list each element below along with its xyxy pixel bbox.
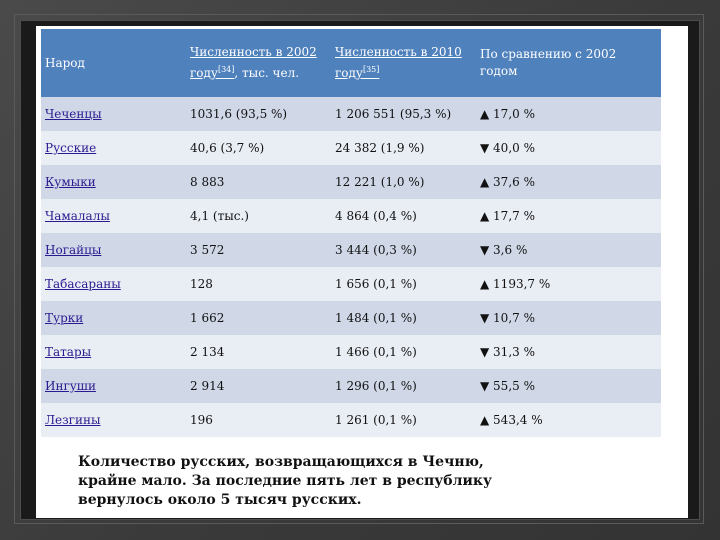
cell-2002: 8 883: [186, 165, 331, 199]
cell-change: ▼ 55,5 %: [476, 369, 661, 403]
table-row: Турки 1 662 1 484 (0,1 %) ▼ 10,7 %: [41, 301, 661, 335]
cell-change: ▲ 543,4 %: [476, 403, 661, 437]
cell-people: Турки: [41, 301, 186, 335]
slide-caption: Количество русских, возвращающихся в Чеч…: [78, 454, 492, 508]
people-link[interactable]: Табасараны: [45, 277, 121, 291]
table-row: Кумыки 8 883 12 221 (1,0 %) ▲ 37,6 %: [41, 165, 661, 199]
cell-people: Кумыки: [41, 165, 186, 199]
table-row: Русские 40,6 (3,7 %) 24 382 (1,9 %) ▼ 40…: [41, 131, 661, 165]
cell-change: ▼ 3,6 %: [476, 233, 661, 267]
cell-people: Ингуши: [41, 369, 186, 403]
table-row: Табасараны 128 1 656 (0,1 %) ▲ 1193,7 %: [41, 267, 661, 301]
header-people-label: Народ: [45, 55, 85, 70]
table-row: Ногайцы 3 572 3 444 (0,3 %) ▼ 3,6 %: [41, 233, 661, 267]
cell-2002: 4,1 (тыс.): [186, 199, 331, 233]
slide-frame: [14, 14, 704, 524]
cell-2010: 1 656 (0,1 %): [331, 267, 476, 301]
table-row: Чамалалы 4,1 (тыс.) 4 864 (0,4 %) ▲ 17,7…: [41, 199, 661, 233]
cell-2010: 1 206 551 (95,3 %): [331, 97, 476, 131]
table-row: Ингуши 2 914 1 296 (0,1 %) ▼ 55,5 %: [41, 369, 661, 403]
cell-2010: 12 221 (1,0 %): [331, 165, 476, 199]
header-population-2002: Численность в 2002 году[34], тыс. чел.: [186, 29, 331, 97]
people-link[interactable]: Русские: [45, 141, 97, 155]
cell-2010: 1 261 (0,1 %): [331, 403, 476, 437]
people-link[interactable]: Ингуши: [45, 379, 96, 393]
header-2010-label: Численность в 2010 году: [335, 45, 462, 80]
header-2002-label: Численность в 2002 году: [190, 45, 317, 80]
cell-2010: 3 444 (0,3 %): [331, 233, 476, 267]
table-row: Чеченцы 1031,6 (93,5 %) 1 206 551 (95,3 …: [41, 97, 661, 131]
cell-2002: 1 662: [186, 301, 331, 335]
people-link[interactable]: Кумыки: [45, 175, 96, 189]
people-link[interactable]: Чамалалы: [45, 209, 110, 223]
header-2010-ref[interactable]: [35]: [362, 65, 380, 74]
cell-people: Чеченцы: [41, 97, 186, 131]
table-row: Татары 2 134 1 466 (0,1 %) ▼ 31,3 %: [41, 335, 661, 369]
header-people: Народ: [41, 29, 186, 97]
cell-2002: 196: [186, 403, 331, 437]
cell-2010: 1 484 (0,1 %): [331, 301, 476, 335]
cell-2002: 1031,6 (93,5 %): [186, 97, 331, 131]
cell-change: ▲ 17,7 %: [476, 199, 661, 233]
cell-2002: 3 572: [186, 233, 331, 267]
header-2002-ref[interactable]: [34]: [217, 65, 235, 74]
population-table: Народ Численность в 2002 году[34], тыс. …: [41, 29, 661, 437]
table-body: Чеченцы 1031,6 (93,5 %) 1 206 551 (95,3 …: [41, 97, 661, 437]
cell-change: ▼ 40,0 %: [476, 131, 661, 165]
cell-people: Татары: [41, 335, 186, 369]
header-population-2010: Численность в 2010 году[35]: [331, 29, 476, 97]
cell-2010: 24 382 (1,9 %): [331, 131, 476, 165]
cell-2010: 4 864 (0,4 %): [331, 199, 476, 233]
header-comparison-label: По сравнению с 2002 годом: [480, 47, 617, 78]
people-link[interactable]: Лезгины: [45, 413, 101, 427]
cell-change: ▼ 10,7 %: [476, 301, 661, 335]
cell-people: Лезгины: [41, 403, 186, 437]
cell-people: Чамалалы: [41, 199, 186, 233]
cell-change: ▲ 1193,7 %: [476, 267, 661, 301]
table-row: Лезгины 196 1 261 (0,1 %) ▲ 543,4 %: [41, 403, 661, 437]
cell-2002: 128: [186, 267, 331, 301]
cell-change: ▼ 31,3 %: [476, 335, 661, 369]
cell-people: Табасараны: [41, 267, 186, 301]
cell-2002: 2 134: [186, 335, 331, 369]
header-row: Народ Численность в 2002 году[34], тыс. …: [41, 29, 661, 97]
people-link[interactable]: Чеченцы: [45, 107, 102, 121]
cell-change: ▲ 37,6 %: [476, 165, 661, 199]
cell-2010: 1 296 (0,1 %): [331, 369, 476, 403]
header-2010-link[interactable]: Численность в 2010 году[35]: [335, 45, 462, 80]
table-header: Народ Численность в 2002 году[34], тыс. …: [41, 29, 661, 97]
header-2002-unit: , тыс. чел.: [234, 66, 300, 80]
people-link[interactable]: Татары: [45, 345, 92, 359]
people-link[interactable]: Турки: [45, 311, 84, 325]
cell-2002: 40,6 (3,7 %): [186, 131, 331, 165]
cell-2010: 1 466 (0,1 %): [331, 335, 476, 369]
cell-change: ▲ 17,0 %: [476, 97, 661, 131]
people-link[interactable]: Ногайцы: [45, 243, 102, 257]
cell-2002: 2 914: [186, 369, 331, 403]
header-comparison: По сравнению с 2002 годом: [476, 29, 661, 97]
header-2002-link[interactable]: Численность в 2002 году[34]: [190, 45, 317, 80]
cell-people: Ногайцы: [41, 233, 186, 267]
cell-people: Русские: [41, 131, 186, 165]
